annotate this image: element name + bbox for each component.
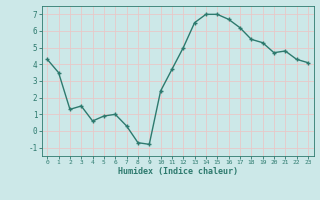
X-axis label: Humidex (Indice chaleur): Humidex (Indice chaleur) xyxy=(118,167,237,176)
